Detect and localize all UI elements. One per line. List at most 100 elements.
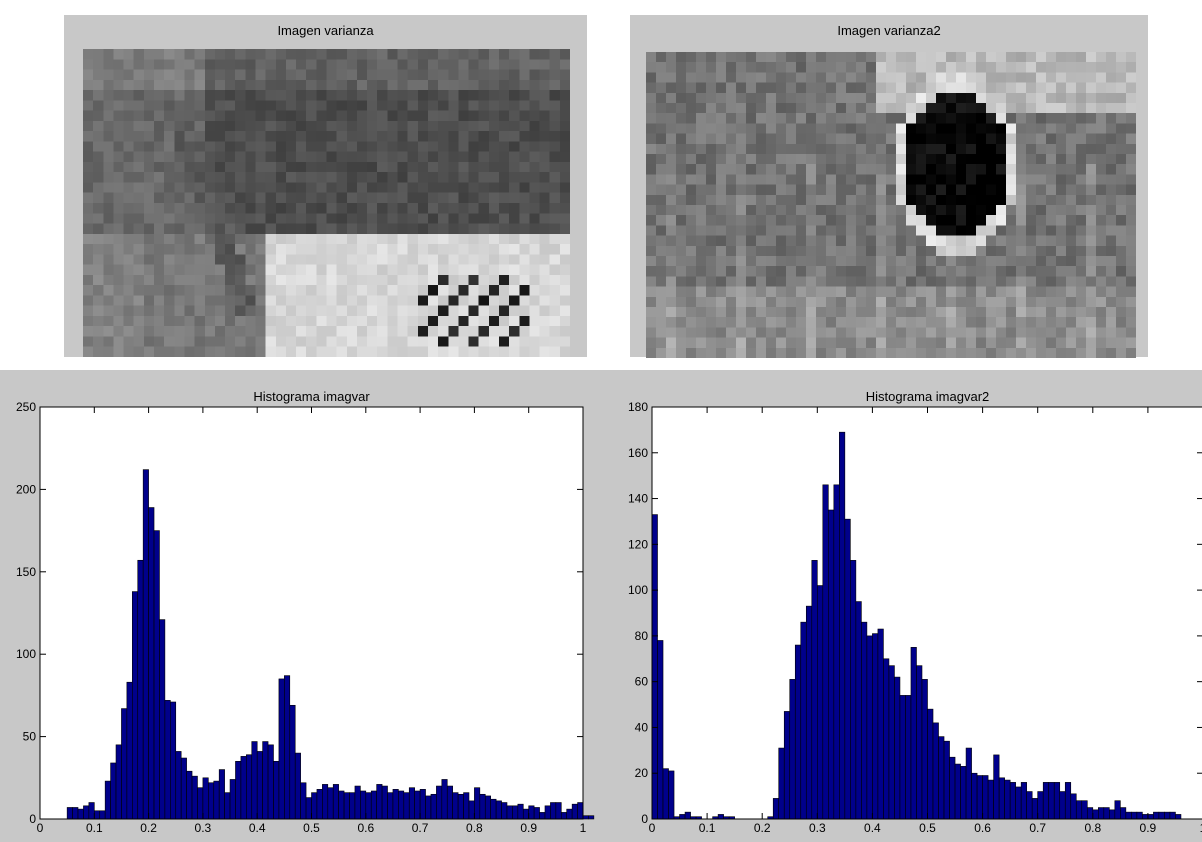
histogram-bar [839,431,846,820]
x-tick-label: 0.8 [466,821,483,835]
histogram-bar [403,792,410,820]
x-tick-label: 0.9 [1140,821,1157,835]
histogram-bar [349,792,356,820]
histogram-bar [251,741,258,820]
histogram-bar [126,681,133,820]
histogram-bar [381,785,388,820]
histogram-bar [495,800,502,820]
histogram-bar [828,509,835,820]
histogram-bar [376,784,383,820]
histogram-bar [137,559,144,820]
histogram-bar [430,793,437,820]
histogram-bar [1103,807,1110,820]
chart-title: Histograma imagvar [253,389,370,404]
histogram-bar [224,792,231,820]
histogram-bar [965,747,972,820]
y-tick-label: 160 [628,446,648,460]
histogram-bar [1175,814,1182,820]
histogram-bar [987,779,994,820]
histogram-bar [1147,814,1154,820]
histogram-bar [316,789,323,820]
histogram-bar [142,469,149,820]
y-tick-label: 50 [23,730,37,744]
histogram-bar [1153,811,1160,820]
histogram-bar [240,756,247,820]
x-tick-label: 0.4 [249,821,266,835]
histogram-bar [175,751,182,820]
y-tick-label: 150 [16,565,36,579]
histogram-bar [910,647,917,820]
histogram-bar [1158,811,1165,820]
histogram-bar [289,704,296,820]
histogram-bar [1042,782,1050,820]
histogram-bar [490,798,497,820]
histogram-bar [484,795,491,820]
histogram-bar [419,789,426,820]
histogram-bar [679,814,686,820]
histogram-bar [1114,800,1121,820]
histogram-bar [262,741,269,820]
histogram-bar [555,802,562,820]
histogram-bar [1070,793,1077,820]
histogram-bar [398,790,405,820]
histogram-bar [110,762,117,820]
histogram-bar [976,775,983,820]
histogram-bar [370,790,377,820]
histogram-bar [1048,782,1055,820]
histogram-bar [1164,811,1171,820]
histogram-bar [1059,791,1066,820]
histogram-bar [202,777,209,820]
histogram-bar [256,751,263,820]
histogram-bar [794,644,802,820]
histogram-bar [938,736,945,820]
histogram-bar [528,805,535,820]
histogram-bar [517,803,524,820]
histogram-bar [1009,782,1016,820]
histogram-bar [343,792,350,820]
histogram-bar [811,560,818,820]
histogram-bar [159,619,166,820]
histogram-bar [186,770,193,820]
y-tick-label: 120 [628,537,648,551]
histogram-bar [1075,800,1083,820]
y-tick-label: 200 [16,482,36,496]
histogram-bar [284,675,291,820]
histogram-bar [273,761,280,820]
y-tick-label: 0 [29,812,36,826]
histogram-bar [899,695,906,820]
x-tick-label: 0.7 [412,821,429,835]
histogram-bar [894,676,901,820]
histogram-bar [474,787,481,820]
histogram-bar [550,802,557,820]
y-tick-label: 80 [635,629,649,643]
histogram-bar [446,785,453,820]
variance-image-2 [646,52,1136,358]
y-tick-label: 20 [635,766,649,780]
histogram-bar [560,812,568,820]
x-tick-label: 1 [1200,821,1202,835]
histogram-bar [322,784,329,820]
histogram-bar [888,665,895,820]
histogram-bar [436,785,443,820]
histogram-bar [463,792,470,820]
histogram-bar [132,591,139,820]
x-tick-label: 0.7 [1029,821,1046,835]
histogram-bar [1026,791,1033,820]
histogram-bar [246,754,253,820]
histogram-bar [1064,782,1072,820]
histogram-bar [1125,811,1132,820]
histogram-bar [954,763,961,820]
x-tick-label: 0.4 [864,821,881,835]
x-tick-label: 0.5 [303,821,320,835]
histogram-bar [360,790,367,820]
histogram-bar [197,787,204,820]
histogram-bar [218,769,225,820]
histogram-bar [425,795,432,820]
histogram-bar [354,785,361,820]
histogram-bar [278,678,285,820]
histogram-bar [1098,807,1105,820]
histogram-bar [305,797,312,820]
histogram-bar [522,808,530,820]
histogram-bar [1136,811,1143,820]
y-tick-label: 100 [628,583,648,597]
